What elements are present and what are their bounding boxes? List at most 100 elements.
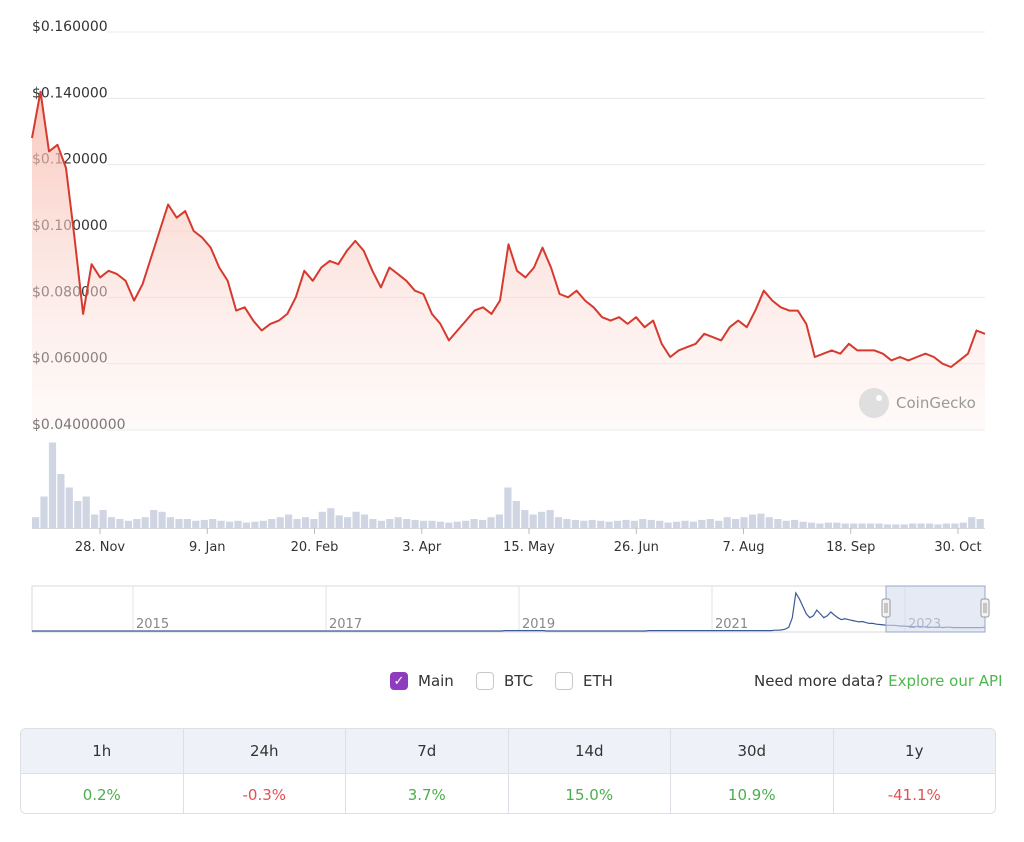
volume-bar	[276, 517, 284, 528]
main-checkbox[interactable]: ✓	[390, 672, 408, 690]
price-chart-svg[interactable]: $0.160000$0.140000$0.120000$0.100000$0.0…	[0, 0, 1024, 640]
gecko-eye-icon	[876, 395, 882, 401]
volume-bar	[504, 487, 512, 528]
volume-bar	[613, 520, 622, 528]
value-30d: 10.9%	[671, 774, 834, 813]
volume-bar	[512, 501, 520, 528]
volume-bar	[580, 520, 588, 528]
eth-checkbox[interactable]	[555, 672, 573, 690]
x-axis-label: 18. Sep	[826, 540, 875, 555]
x-axis-label: 26. Jun	[614, 540, 659, 555]
volume-bar	[268, 519, 276, 528]
header-1h: 1h	[21, 729, 184, 773]
volume-bar	[200, 519, 208, 528]
volume-bar	[563, 519, 571, 528]
volume-bar	[65, 487, 73, 528]
main-option[interactable]: ✓ Main	[390, 672, 454, 690]
volume-bar	[403, 519, 411, 528]
volume-bar	[757, 513, 765, 528]
volume-bar	[630, 520, 638, 528]
y-axis-label: $0.160000	[32, 19, 108, 35]
navigator-left-handle[interactable]	[881, 598, 891, 618]
btc-checkbox[interactable]	[476, 672, 494, 690]
volume-bar	[968, 517, 976, 528]
volume-bar	[226, 521, 234, 528]
explore-api-link[interactable]: Explore our API	[888, 672, 1003, 690]
x-axis-label: 3. Apr	[402, 540, 442, 555]
volume-bar	[360, 514, 369, 528]
volume-bar	[32, 517, 40, 528]
value-1y: -41.1%	[887, 785, 941, 804]
header-24h: 24h	[184, 729, 346, 773]
volume-bar	[453, 521, 461, 528]
volume-bar	[57, 474, 65, 528]
volume-bar	[689, 521, 697, 528]
drag-handle-icon	[881, 598, 891, 618]
volume-bar	[866, 523, 875, 528]
y-axis-label: $0.140000	[32, 85, 108, 101]
performance-value-row: 0.2% -0.3% 3.7% 15.0% 10.9% -41.1%	[21, 774, 995, 813]
drag-handle-icon	[980, 598, 990, 618]
eth-option-label: ETH	[583, 672, 613, 690]
volume-bar	[369, 519, 377, 528]
api-prompt: Need more data? Explore our API	[754, 672, 1003, 690]
performance-header-row: 1h 24h 7d 14d 30d 1y	[21, 729, 995, 774]
volume-bar	[470, 519, 478, 528]
volume-bar	[546, 510, 554, 528]
x-axis-label: 7. Aug	[723, 540, 765, 555]
volume-bar	[74, 501, 82, 528]
price-area	[32, 91, 985, 430]
volume-bar	[807, 522, 816, 528]
volume-bar	[133, 519, 141, 528]
header-14d: 14d	[509, 729, 671, 773]
volume-bar	[639, 519, 647, 528]
volume-bar	[740, 517, 748, 528]
value-14d: 15.0%	[509, 774, 671, 813]
volume-bar	[192, 520, 200, 528]
header-30d: 30d	[671, 729, 834, 773]
volume-bar	[445, 522, 453, 528]
volume-bar	[107, 517, 116, 528]
volume-bar	[428, 520, 436, 528]
coingecko-watermark: CoinGecko	[859, 388, 976, 418]
price-line	[31, 90, 986, 368]
volume-bar	[942, 523, 950, 528]
volume-bar	[251, 521, 259, 528]
series-options: ✓ Main BTC ETH Need more data? Explore o…	[0, 668, 1024, 698]
volume-bar	[99, 510, 107, 528]
volume-bar	[959, 522, 967, 528]
volume-bar	[951, 523, 959, 528]
volume-bar	[774, 519, 782, 528]
checkmark-icon: ✓	[393, 673, 405, 689]
value-7d: 3.7%	[346, 774, 509, 813]
volume-bar	[141, 517, 149, 528]
volume-bar	[318, 511, 326, 528]
volume-bar	[150, 510, 158, 528]
navigator-selection	[885, 585, 986, 633]
volume-bar	[411, 519, 419, 528]
price-chart[interactable]: $0.160000$0.140000$0.120000$0.100000$0.0…	[0, 0, 1024, 640]
volume-bar	[183, 519, 191, 528]
volume-bar	[116, 519, 124, 528]
volume-bar	[917, 523, 925, 528]
volume-bar	[175, 519, 183, 528]
header-7d: 7d	[346, 729, 509, 773]
volume-bar	[816, 523, 824, 528]
volume-bar	[538, 511, 546, 528]
navigator-right-handle[interactable]	[980, 598, 990, 618]
volume-bar	[571, 519, 579, 528]
main-option-label: Main	[418, 672, 454, 690]
navigator-year-label: 2015	[136, 617, 169, 632]
value-1h: 0.2%	[21, 774, 184, 813]
volume-bar	[394, 517, 402, 528]
eth-option[interactable]: ETH	[555, 672, 613, 690]
volume-bar	[799, 521, 807, 528]
performance-table: 1h 24h 7d 14d 30d 1y 0.2% -0.3% 3.7% 15.…	[20, 728, 996, 814]
x-axis-label: 28. Nov	[75, 540, 125, 555]
volume-bar	[841, 523, 849, 528]
volume-bar	[436, 521, 444, 528]
volume-bar	[521, 510, 529, 528]
volume-bar	[301, 517, 310, 528]
navigator-year-label: 2019	[522, 617, 555, 632]
btc-option[interactable]: BTC	[476, 672, 533, 690]
